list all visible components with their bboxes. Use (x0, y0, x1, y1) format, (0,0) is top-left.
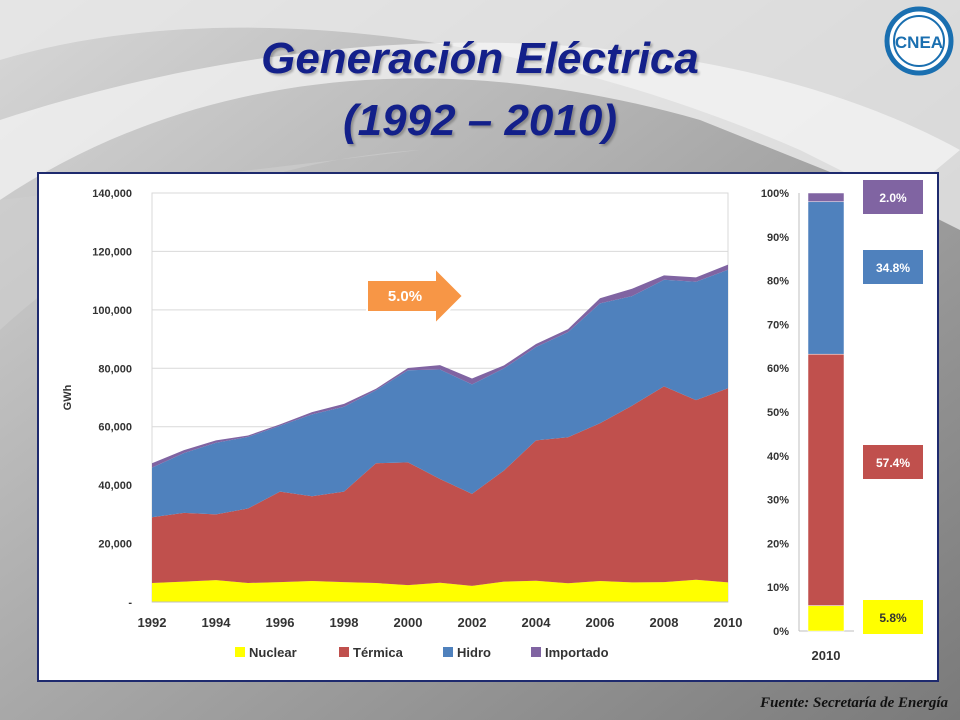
cnea-logo: CNEA (884, 6, 954, 76)
bar-y-tick-label: 50% (767, 407, 789, 419)
chart-canvas: - 20,000 40,000 60,000 80,000 100,000 120,000 1… (62, 178, 925, 663)
bar-value-box-termica: 57.4% (861, 443, 925, 481)
area-series-nuclear (152, 579, 728, 602)
area-series-termica (152, 386, 728, 586)
legend-swatch-hidro (443, 647, 453, 657)
logo-text: CNEA (895, 33, 943, 52)
area-x-tick-label: 2000 (394, 615, 423, 630)
area-x-tick-label: 2008 (650, 615, 679, 630)
bar-segment-nuclear (807, 605, 845, 632)
chart-panel: - 20,000 40,000 60,000 80,000 100,000 120,000 1… (37, 172, 939, 682)
bar-category-label: 2010 (812, 648, 841, 663)
bar-value-box-importado: 2.0% (861, 178, 925, 216)
slide-title-line1: Generación Eléctrica (261, 34, 699, 83)
growth-arrow-shape (366, 265, 465, 327)
bar-value-label-nuclear: 5.8% (879, 611, 907, 625)
area-series-hidro (152, 269, 728, 518)
bar-value-box-bg (861, 598, 925, 636)
area-series-importado (152, 264, 728, 468)
area-x-tick-label: 2004 (522, 615, 552, 630)
area-x-tick-label: 2002 (458, 615, 487, 630)
growth-arrow: 5.0% (366, 265, 465, 327)
bar-value-box-hidro: 34.8% (861, 248, 925, 286)
bar-y-tick-label: 70% (767, 319, 789, 331)
bar-value-box-bg (861, 443, 925, 481)
area-x-tick-label: 2010 (714, 615, 743, 630)
area-y-tick-label: 140,000 (92, 188, 132, 200)
area-y-tick-label: 20,000 (98, 539, 132, 551)
legend-label-nuclear: Nuclear (249, 645, 297, 660)
legend-label-termica: Térmica (353, 645, 404, 660)
growth-arrow-label: 5.0% (388, 288, 422, 305)
bar-y-tick-label: 90% (767, 232, 789, 244)
bar-y-tick-label: 60% (767, 363, 789, 375)
bar-y-tick-label: 10% (767, 582, 789, 594)
slide-title-line2: (1992 – 2010) (343, 96, 617, 145)
legend-swatch-importado (531, 647, 541, 657)
bar-value-box-bg (861, 248, 925, 286)
area-x-tick-label: 1992 (138, 615, 167, 630)
bar-value-label-termica: 57.4% (876, 456, 910, 470)
area-x-tick-label: 1994 (202, 615, 232, 630)
bar-value-label-hidro: 34.8% (876, 261, 910, 275)
area-y-tick-label: 80,000 (98, 363, 132, 375)
bar-segment-hidro (807, 201, 845, 355)
area-x-tick-label: 1996 (266, 615, 295, 630)
area-x-tick-label: 2006 (586, 615, 615, 630)
area-y-tick-label: - (128, 597, 132, 609)
area-y-axis-label: GWh (62, 384, 74, 410)
area-x-tick-label: 1998 (330, 615, 359, 630)
bar-value-label-importado: 2.0% (879, 191, 907, 205)
bar-value-box-nuclear: 5.8% (861, 598, 925, 636)
source-note: Fuente: Secretaría de Energía (760, 695, 948, 711)
legend-label-importado: Importado (545, 645, 609, 660)
area-y-tick-label: 60,000 (98, 422, 132, 434)
area-y-tick-label: 120,000 (92, 246, 132, 258)
bar-y-tick-label: 20% (767, 538, 789, 550)
legend-swatch-nuclear (235, 647, 245, 657)
bar-segment-importado (807, 192, 845, 203)
bar-y-tick-label: 30% (767, 495, 789, 507)
area-y-tick-label: 100,000 (92, 305, 132, 317)
bar-y-tick-label: 40% (767, 451, 789, 463)
bar-segment-termica (807, 353, 845, 606)
bar-y-tick-label: 80% (767, 276, 789, 288)
legend-swatch-termica (339, 647, 349, 657)
legend-label-hidro: Hidro (457, 645, 491, 660)
bar-value-box-bg (861, 178, 925, 216)
bar-y-tick-label: 0% (773, 626, 789, 638)
area-y-tick-label: 40,000 (98, 480, 132, 492)
bar-y-tick-label: 100% (761, 188, 789, 200)
